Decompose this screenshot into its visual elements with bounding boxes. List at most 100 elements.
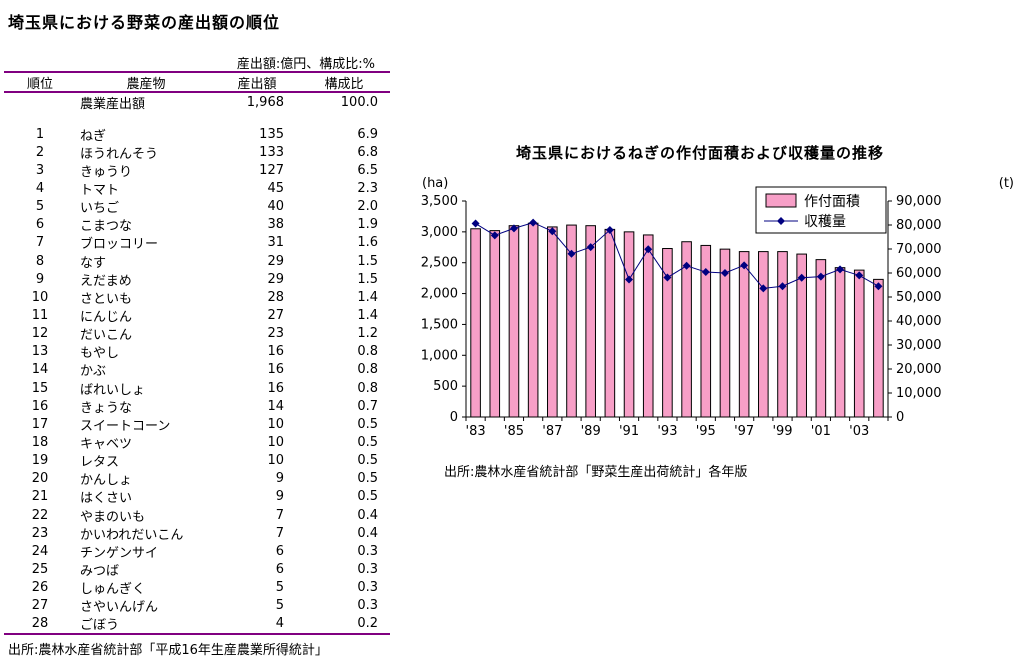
table-row: 15 ばれいしょ 16 0.8 bbox=[4, 379, 390, 398]
table-row: 6 こまつな 38 1.9 bbox=[4, 216, 390, 234]
value-cell: 28 bbox=[267, 289, 284, 305]
product-cell: ごぼう bbox=[80, 618, 120, 634]
svg-text:3,000: 3,000 bbox=[421, 225, 458, 240]
share-cell: 0.7 bbox=[357, 398, 378, 414]
share-cell: 0.5 bbox=[357, 434, 378, 450]
product-cell: えだまめ bbox=[80, 273, 132, 289]
product-cell: さやいんげん bbox=[80, 600, 159, 616]
share-cell: 0.3 bbox=[357, 598, 378, 614]
product-cell: さといも bbox=[80, 291, 133, 307]
table-source: 出所:農林水産省統計部「平成16年生産農業所得統計」 bbox=[8, 643, 328, 658]
share-cell: 0.3 bbox=[357, 561, 378, 577]
rank-cell: 7 bbox=[35, 235, 45, 251]
share-cell: 0.3 bbox=[357, 543, 378, 559]
value-cell: 14 bbox=[267, 398, 284, 414]
rank-cell: 5 bbox=[35, 199, 45, 215]
value-cell: 10 bbox=[267, 416, 284, 432]
product-cell: 農業産出額 bbox=[80, 96, 146, 112]
rank-cell: 10 bbox=[31, 289, 49, 305]
svg-text:500: 500 bbox=[433, 379, 458, 394]
svg-text:10,000: 10,000 bbox=[896, 386, 942, 401]
product-cell: ばれいしょ bbox=[80, 382, 146, 398]
product-cell: ほうれんそう bbox=[80, 146, 159, 162]
rank-cell: 6 bbox=[35, 217, 45, 233]
column-header-rank: 順位 bbox=[26, 76, 53, 92]
share-cell: 6.8 bbox=[357, 144, 378, 160]
product-cell: なす bbox=[80, 255, 107, 271]
value-cell: 16 bbox=[267, 344, 284, 360]
product-cell: きょうな bbox=[80, 400, 133, 416]
share-cell: 0.5 bbox=[357, 416, 378, 432]
table-row: 28 ごぼう 4 0.2 bbox=[4, 615, 390, 633]
share-cell: 2.0 bbox=[357, 199, 378, 215]
rank-cell: 1 bbox=[35, 126, 45, 142]
rank-cell: 12 bbox=[31, 326, 49, 342]
svg-text:20,000: 20,000 bbox=[896, 362, 942, 377]
rank-cell: 3 bbox=[35, 162, 45, 178]
svg-text:'01: '01 bbox=[811, 424, 831, 439]
rank-cell: 11 bbox=[31, 307, 49, 323]
product-cell: キャベツ bbox=[80, 436, 133, 452]
rank-cell: 17 bbox=[31, 416, 49, 432]
product-cell: きゅうり bbox=[80, 164, 133, 180]
value-cell: 6 bbox=[275, 543, 284, 559]
svg-text:40,000: 40,000 bbox=[896, 314, 942, 329]
table-header-row: 順位 農産物 産出額 構成比 bbox=[4, 71, 390, 93]
svg-text:'93: '93 bbox=[657, 424, 677, 439]
svg-text:'97: '97 bbox=[734, 424, 754, 439]
share-cell: 1.2 bbox=[357, 326, 378, 342]
share-cell: 0.3 bbox=[357, 580, 378, 596]
rank-cell: 27 bbox=[31, 598, 49, 614]
table-row: 17 スイートコーン 10 0.5 bbox=[4, 415, 390, 434]
product-cell: かんしょ bbox=[80, 473, 133, 489]
value-cell: 40 bbox=[267, 199, 284, 215]
share-cell: 0.4 bbox=[357, 507, 378, 523]
value-cell: 27 bbox=[267, 307, 284, 323]
rank-cell: 19 bbox=[31, 453, 49, 469]
share-cell: 1.4 bbox=[357, 289, 378, 305]
value-cell: 16 bbox=[267, 380, 284, 396]
table-row: 4 トマト 45 2.3 bbox=[4, 179, 390, 198]
share-cell: 0.8 bbox=[357, 362, 378, 378]
rank-cell: 15 bbox=[31, 380, 49, 396]
product-cell: こまつな bbox=[80, 219, 133, 235]
svg-text:0: 0 bbox=[450, 410, 458, 425]
svg-text:'95: '95 bbox=[696, 424, 716, 439]
share-cell: 0.8 bbox=[357, 344, 378, 360]
rank-cell: 20 bbox=[31, 471, 49, 487]
table-row: 26 しゅんぎく 5 0.3 bbox=[4, 579, 390, 597]
share-cell: 0.5 bbox=[357, 453, 378, 469]
rank-cell: 28 bbox=[31, 616, 49, 632]
svg-text:'91: '91 bbox=[619, 424, 639, 439]
product-cell: トマト bbox=[80, 183, 120, 198]
svg-text:'89: '89 bbox=[581, 424, 601, 439]
rank-cell: 26 bbox=[31, 580, 49, 596]
product-cell: スイートコーン bbox=[80, 418, 171, 434]
product-cell: いちご bbox=[80, 201, 120, 217]
product-cell: だいこん bbox=[80, 328, 133, 344]
svg-text:2,500: 2,500 bbox=[421, 256, 458, 271]
value-cell: 7 bbox=[275, 525, 284, 541]
rank-cell: 8 bbox=[35, 253, 45, 269]
rank-cell: 4 bbox=[35, 180, 45, 196]
svg-text:30,000: 30,000 bbox=[896, 338, 942, 353]
table-row: 24 チンゲンサイ 6 0.3 bbox=[4, 542, 390, 561]
product-cell: レタス bbox=[80, 455, 120, 471]
product-cell: はくさい bbox=[80, 491, 133, 507]
svg-text:90,000: 90,000 bbox=[896, 194, 942, 209]
product-cell: ブロッコリー bbox=[80, 237, 159, 253]
table-row: 16 きょうな 14 0.7 bbox=[4, 397, 390, 416]
share-cell: 0.5 bbox=[357, 471, 378, 487]
product-cell: かぶ bbox=[80, 364, 107, 380]
share-cell: 6.5 bbox=[357, 162, 378, 178]
share-cell: 100.0 bbox=[340, 94, 378, 110]
value-cell: 31 bbox=[267, 235, 284, 251]
value-cell: 10 bbox=[267, 453, 284, 469]
value-cell: 29 bbox=[267, 253, 284, 269]
table-row: 10 さといも 28 1.4 bbox=[4, 288, 390, 307]
rank-cell: 21 bbox=[31, 489, 49, 505]
value-cell: 10 bbox=[267, 434, 284, 450]
ranking-table: 順位 農産物 産出額 構成比 農業産出額 1,968 100.0 1 ねぎ 135 6… bbox=[4, 71, 390, 635]
svg-text:1,000: 1,000 bbox=[421, 348, 458, 363]
